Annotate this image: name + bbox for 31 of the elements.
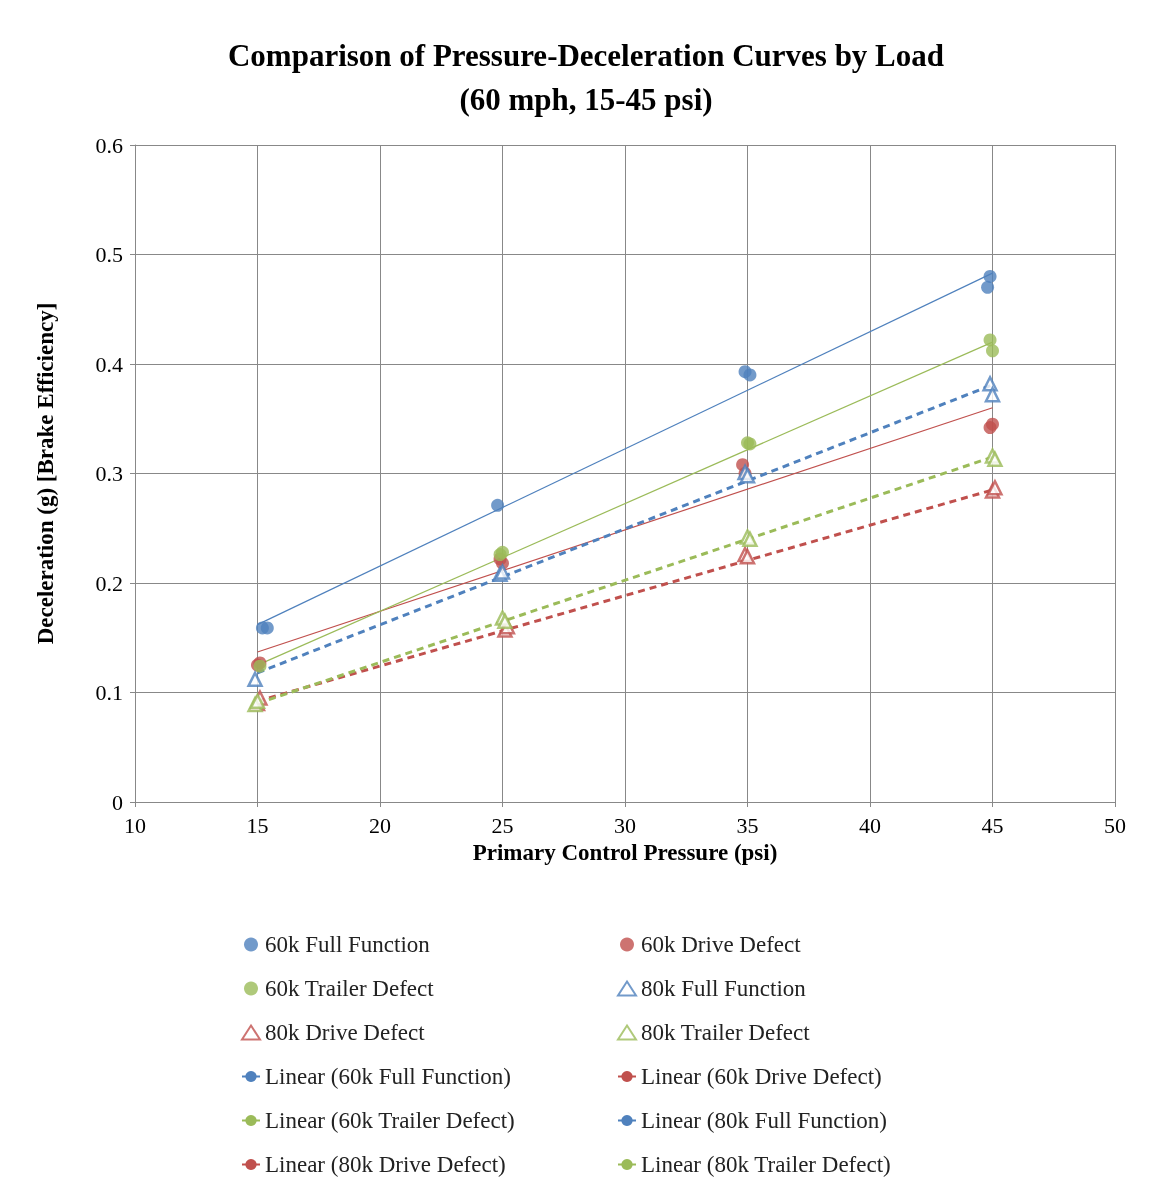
x-tick-label: 40 [859, 812, 881, 838]
legend-label: Linear (60k Full Function) [265, 1064, 511, 1089]
legend-label: 80k Trailer Defect [641, 1020, 811, 1045]
legend-label: Linear (60k Drive Defect) [641, 1064, 882, 1089]
y-tick-label: 0 [112, 789, 123, 815]
legend-label: 60k Full Function [265, 932, 431, 957]
x-tick-label: 50 [1104, 812, 1126, 838]
y-tick-label: 0.6 [95, 132, 123, 158]
x-tick-label: 15 [246, 812, 269, 838]
legend-label: 60k Trailer Defect [265, 976, 435, 1001]
y-tick-label: 0.2 [95, 570, 123, 596]
legend-label: Linear (80k Drive Defect) [265, 1152, 506, 1177]
x-tick-label: 30 [614, 812, 636, 838]
legend-label: Linear (60k Trailer Defect) [265, 1108, 515, 1133]
chart-title: Comparison of Pressure-Deceleration Curves by Load (60 mph, 15-45 psi) [227, 37, 945, 117]
x-tick-label: 20 [369, 812, 391, 838]
x-tick-label: 25 [491, 812, 514, 838]
legend-label: Linear (80k Full Function) [641, 1108, 887, 1133]
x-tick-label: 45 [981, 812, 1004, 838]
legend-label: 80k Drive Defect [265, 1020, 426, 1045]
y-tick-label: 0.5 [95, 242, 123, 267]
x-tick-label: 35 [736, 812, 759, 838]
y-tick-label: 0.3 [95, 461, 123, 486]
legend-label: Linear (80k Trailer Defect) [641, 1152, 891, 1177]
x-tick-label: 10 [124, 812, 146, 838]
legend-label: 80k Full Function [641, 976, 807, 1001]
x-axis-title: Primary Control Pressure (psi) [472, 839, 778, 865]
legend-label: 60k Drive Defect [641, 932, 802, 957]
y-tick-label: 0.4 [95, 351, 123, 377]
y-axis-title: Deceleration (g) [Brake Efficiency] [33, 302, 58, 645]
y-tick-label: 0.1 [95, 680, 123, 705]
